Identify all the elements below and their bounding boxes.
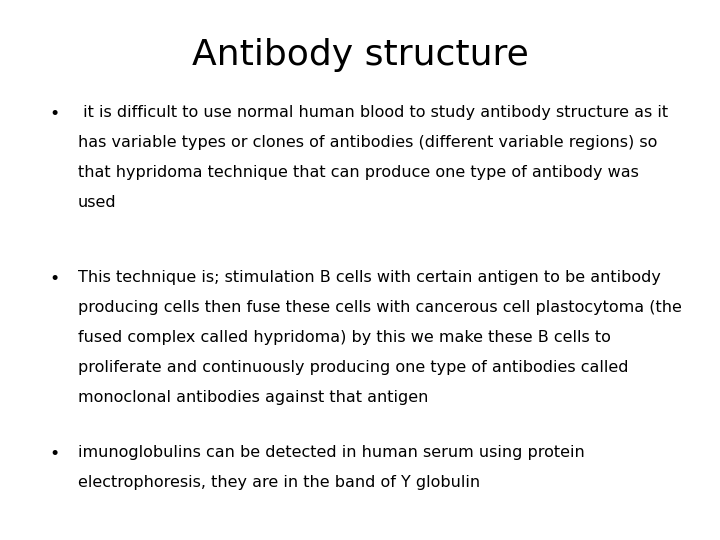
Text: •: • [50,445,60,463]
Text: Antibody structure: Antibody structure [192,38,528,72]
Text: proliferate and continuously producing one type of antibodies called: proliferate and continuously producing o… [78,360,629,375]
Text: electrophoresis, they are in the band of Y globulin: electrophoresis, they are in the band of… [78,475,480,490]
Text: This technique is; stimulation B cells with certain antigen to be antibody: This technique is; stimulation B cells w… [78,270,661,285]
Text: monoclonal antibodies against that antigen: monoclonal antibodies against that antig… [78,390,428,405]
Text: •: • [50,105,60,123]
Text: producing cells then fuse these cells with cancerous cell plastocytoma (the: producing cells then fuse these cells wi… [78,300,682,315]
Text: •: • [50,270,60,288]
Text: imunoglobulins can be detected in human serum using protein: imunoglobulins can be detected in human … [78,445,585,460]
Text: that hypridoma technique that can produce one type of antibody was: that hypridoma technique that can produc… [78,165,639,180]
Text: used: used [78,195,117,210]
Text: it is difficult to use normal human blood to study antibody structure as it: it is difficult to use normal human bloo… [78,105,668,120]
Text: fused complex called hypridoma) by this we make these B cells to: fused complex called hypridoma) by this … [78,330,611,345]
Text: has variable types or clones of antibodies (different variable regions) so: has variable types or clones of antibodi… [78,135,657,150]
